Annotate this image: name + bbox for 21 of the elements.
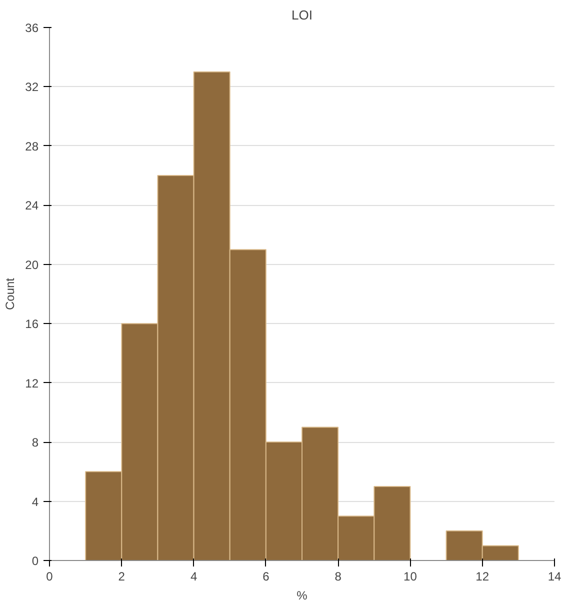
y-tick-label: 28 [25, 139, 39, 154]
y-tick-label: 12 [25, 376, 39, 390]
y-tick-label: 36 [25, 21, 39, 35]
y-tick-label: 24 [25, 198, 39, 213]
y-tick-label: 20 [25, 258, 39, 272]
x-axis-title: % [296, 588, 308, 602]
y-tick-label: 4 [32, 494, 39, 509]
chart-title: LOI [292, 8, 312, 22]
x-tick-label: 0 [46, 570, 54, 584]
x-tick-label: 8 [334, 570, 342, 584]
x-tick-label: 2 [118, 570, 126, 584]
y-tick-label: 8 [32, 436, 39, 450]
x-tick-label: 6 [262, 570, 270, 584]
y-tick-label: 16 [25, 317, 39, 332]
x-tick-label: 10 [404, 570, 418, 584]
y-tick-label: 32 [25, 80, 39, 94]
x-tick-label: 14 [548, 570, 562, 584]
x-tick-label: 12 [476, 570, 490, 584]
y-axis-title: Count [3, 277, 18, 310]
x-tick-label: 4 [190, 570, 198, 584]
y-tick-label: 0 [32, 554, 39, 568]
